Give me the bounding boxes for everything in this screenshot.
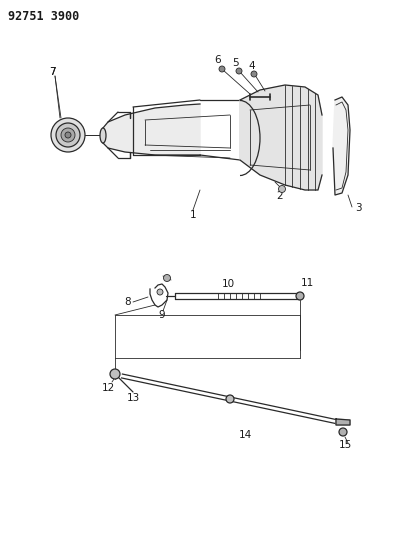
Ellipse shape [100, 128, 106, 143]
Text: 92751 3900: 92751 3900 [8, 10, 79, 22]
Text: 10: 10 [221, 279, 234, 289]
Circle shape [225, 395, 233, 403]
Polygon shape [103, 104, 200, 155]
Circle shape [61, 128, 75, 142]
Text: 15: 15 [338, 440, 351, 450]
Circle shape [157, 289, 162, 295]
Circle shape [250, 71, 256, 77]
Circle shape [51, 118, 85, 152]
Text: 1: 1 [189, 210, 196, 220]
Text: 5: 5 [232, 58, 239, 68]
Polygon shape [335, 419, 349, 425]
Text: 4: 4 [248, 61, 255, 71]
Text: 7: 7 [49, 67, 55, 77]
Text: 6: 6 [214, 55, 221, 65]
Text: 3: 3 [354, 203, 360, 213]
Text: 13: 13 [126, 393, 139, 403]
Circle shape [163, 274, 170, 281]
Circle shape [338, 428, 346, 436]
Circle shape [235, 68, 241, 74]
Text: 9: 9 [158, 310, 165, 320]
Polygon shape [239, 85, 321, 190]
Text: 12: 12 [101, 383, 114, 393]
Circle shape [110, 369, 120, 379]
Text: 7: 7 [49, 67, 55, 77]
Circle shape [56, 123, 80, 147]
Text: 11: 11 [300, 278, 313, 288]
Circle shape [278, 185, 285, 192]
Text: 14: 14 [238, 430, 251, 440]
Circle shape [65, 132, 71, 138]
Circle shape [295, 292, 303, 300]
Circle shape [219, 66, 225, 72]
Text: 8: 8 [124, 297, 131, 307]
Polygon shape [332, 97, 349, 195]
Text: 2: 2 [276, 191, 283, 201]
